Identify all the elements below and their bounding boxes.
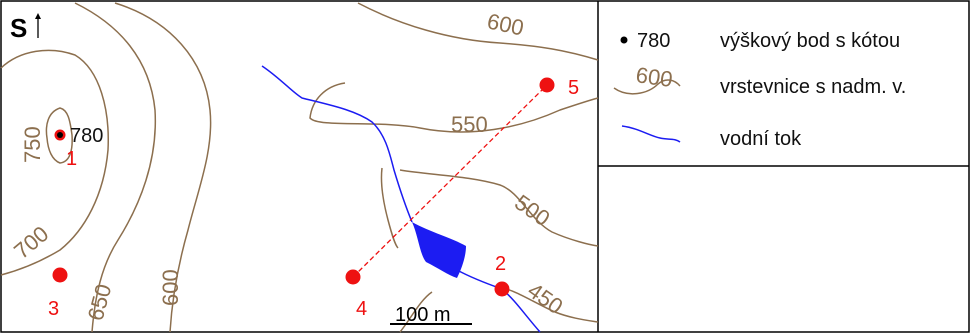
point-2-label: 2 (495, 253, 506, 275)
point-3 (52, 267, 68, 283)
elevation-point-dot (57, 132, 63, 138)
contour-label-600-left: 600 (158, 269, 183, 306)
scale-bar-label: 100 m (395, 304, 451, 326)
legend: 780 výškový bod s kótou 600 vrstevnice s… (613, 30, 906, 150)
contour-600-lower (399, 291, 433, 333)
contour-600-left (114, 2, 212, 333)
contour-500 (399, 169, 599, 247)
legend-contour-label: vrstevnice s nadm. v. (720, 76, 906, 98)
north-arrowhead-icon (35, 13, 41, 19)
elevation-point-value: 780 (70, 125, 103, 147)
north-label: S (10, 13, 27, 43)
contour-450 (501, 287, 599, 323)
elevation-point: 780 (54, 125, 103, 147)
legend-item-contour: 600 vrstevnice s nadm. v. (613, 62, 906, 98)
legend-elevation-label: výškový bod s kótou (720, 30, 900, 52)
stream (261, 65, 413, 223)
point-5-label: 5 (568, 77, 579, 99)
point-4 (345, 269, 361, 285)
legend-contour-icon (613, 79, 681, 95)
legend-stream-icon (621, 125, 681, 143)
legend-item-stream: vodní tok (621, 125, 802, 150)
point-4-label: 4 (356, 298, 367, 320)
legend-elevation-dot-icon (620, 36, 628, 44)
contour-700 (0, 49, 109, 276)
contour-label-750: 750 (20, 126, 45, 163)
point-2 (494, 281, 510, 297)
point-5 (539, 77, 555, 93)
contour-750 (45, 107, 73, 164)
legend-contour-value: 600 (634, 62, 674, 92)
point-3-label: 3 (48, 298, 59, 320)
contour-600-top (357, 2, 599, 61)
scale-bar: 100 m (390, 304, 472, 326)
reservoir (412, 222, 466, 278)
north-marker: S (10, 13, 41, 43)
legend-elevation-value: 780 (637, 30, 670, 52)
profile-line (352, 84, 548, 278)
contour-650 (74, 2, 157, 333)
legend-item-elevation-point: 780 výškový bod s kótou (620, 30, 900, 52)
legend-stream-label: vodní tok (720, 128, 802, 150)
contour-550 (309, 82, 599, 133)
point-1-label: 1 (66, 148, 77, 170)
contour-label-550: 550 (451, 112, 488, 137)
contour-450-small (380, 167, 399, 249)
